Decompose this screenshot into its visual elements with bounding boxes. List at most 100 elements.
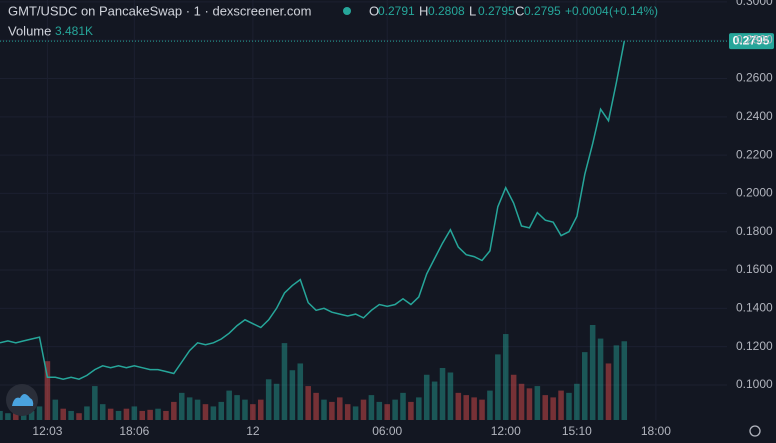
volume-bar (558, 390, 564, 420)
y-tick-label: 0.3000 (736, 0, 773, 8)
last-price-tag (729, 33, 774, 50)
volume-bar (376, 401, 383, 420)
logo-icon (12, 394, 34, 406)
volume-bar (542, 395, 549, 420)
y-tick-label: 0.1600 (736, 262, 773, 276)
volume-bar (597, 338, 604, 420)
volume-bar (526, 388, 533, 420)
volume-bar (281, 343, 288, 420)
volume-bar (44, 361, 51, 420)
volume-bar (84, 406, 90, 420)
volume-bar (139, 410, 146, 420)
volume-bar (289, 370, 296, 420)
volume-bar (621, 341, 628, 420)
y-tick-label: 0.1800 (736, 224, 773, 238)
y-tick-label: 0.2600 (736, 71, 773, 85)
volume-bar (163, 410, 169, 420)
volume-value: 3.481K (55, 24, 93, 38)
volume-bar (226, 390, 232, 420)
last-price-label: 0.2795 (733, 33, 770, 47)
ohlc-value: 0.2808 (428, 4, 465, 18)
volume-bar (329, 401, 335, 420)
volume-bar (400, 392, 406, 420)
volume-bar (107, 408, 114, 420)
volume-bar (234, 395, 240, 420)
volume-bar (487, 390, 493, 420)
volume-bar (242, 399, 248, 420)
volume-bar (455, 392, 462, 420)
volume-bar (368, 395, 375, 420)
x-tick-label: 12:00 (491, 424, 521, 438)
volume-bar (68, 410, 74, 420)
volume-bar (194, 399, 201, 420)
ohlc-label: C (515, 3, 524, 18)
volume-bar (431, 381, 438, 420)
volume-bar (566, 392, 572, 420)
volume-bar (344, 404, 351, 420)
volume-bar (337, 397, 343, 420)
y-tick-label: 0.2000 (736, 186, 773, 200)
volume-bar (463, 395, 469, 420)
volume-bar (123, 408, 130, 420)
y-tick-label: 0.1000 (736, 377, 773, 391)
volume-bar (0, 410, 3, 420)
volume-bar (155, 408, 161, 420)
x-tick-label: 18:00 (641, 424, 671, 438)
volume-bar (360, 399, 367, 420)
volume-bar (250, 404, 256, 420)
volume-bar (510, 374, 517, 420)
volume-bar (28, 410, 35, 420)
settings-button[interactable] (749, 425, 761, 437)
x-tick-label: 12 (246, 424, 260, 438)
x-tick-label: 12:03 (32, 424, 62, 438)
volume-bar (479, 399, 485, 420)
change-percent: (+0.14%) (609, 4, 658, 18)
volume-bar (574, 383, 580, 420)
volume-bar (258, 399, 264, 420)
volume-bar (384, 404, 390, 420)
volume-bar (60, 408, 66, 420)
volume-bar (171, 401, 177, 420)
ohlc-value: 0.2795 (524, 4, 561, 18)
volume-bar (305, 386, 311, 420)
volume-bar (186, 397, 193, 420)
volume-bar (534, 386, 541, 420)
volume-bar (147, 409, 153, 420)
volume-bar (265, 379, 272, 420)
x-tick-label: 06:00 (372, 424, 402, 438)
volume-bar (447, 372, 454, 420)
volume-bar (550, 397, 556, 420)
volume-bar (321, 399, 327, 420)
chart-title: GMT/USDC on PancakeSwap · 1 · dexscreene… (8, 3, 311, 18)
volume-bar (495, 354, 501, 420)
volume-bar (613, 345, 620, 420)
y-tick-label: 0.2200 (736, 147, 773, 161)
ohlc-value: 0.2791 (378, 4, 415, 18)
volume-bar (99, 404, 106, 420)
y-tick-label: 0.1200 (736, 339, 773, 353)
status-dot[interactable] (343, 7, 351, 15)
x-tick-label: 18:06 (119, 424, 149, 438)
volume-bar (115, 410, 122, 420)
volume-bar (518, 383, 525, 420)
volume-bar (408, 401, 414, 420)
volume-bar (581, 352, 588, 420)
volume-bar (416, 397, 422, 420)
volume-bar (36, 406, 43, 420)
volume-bar (605, 363, 612, 420)
volume-bar (13, 412, 19, 420)
ohlc-label: O (369, 3, 379, 18)
x-tick-label: 15:10 (562, 424, 592, 438)
volume-bar (273, 383, 280, 420)
y-tick-label: 0.2400 (736, 109, 773, 123)
volume-bar (76, 413, 82, 420)
volume-bar (210, 406, 217, 420)
volume-bar (589, 325, 596, 420)
y-tick-label: 0.2800 (736, 32, 773, 46)
volume-bar (392, 399, 398, 420)
volume-bar (439, 367, 446, 420)
volume-bar (202, 404, 209, 420)
volume-bar (502, 334, 509, 420)
